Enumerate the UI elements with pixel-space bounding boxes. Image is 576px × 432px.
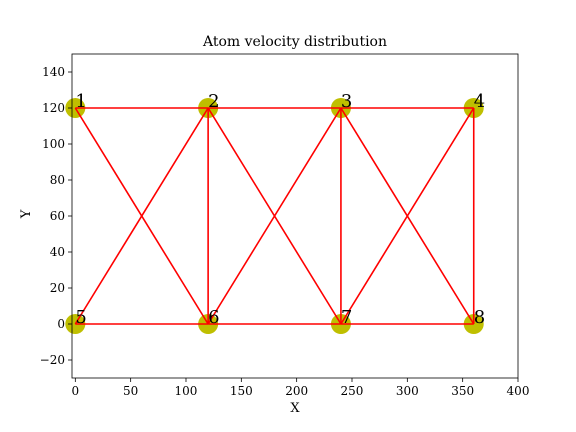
y-tick-label: 100	[42, 137, 65, 151]
x-tick-label: 300	[396, 384, 419, 398]
node-2-label: 2	[208, 91, 219, 112]
node-7-label: 7	[341, 307, 352, 328]
y-tick-label: 80	[50, 173, 65, 187]
edge-2-5	[74, 107, 209, 325]
y-tick-label: 140	[42, 65, 65, 79]
node-4-label: 4	[474, 91, 485, 112]
x-tick-label: 250	[341, 384, 364, 398]
plot-area: 1 2 3 4 5 6 7 8	[65, 91, 485, 334]
x-tick-label: 150	[230, 384, 253, 398]
y-tick-label: 120	[42, 101, 65, 115]
x-tick-label: 350	[451, 384, 474, 398]
edge-3-6	[207, 107, 342, 325]
y-tick-label: 40	[50, 245, 65, 259]
node-1-label: 1	[75, 91, 86, 112]
node-6-label: 6	[208, 307, 219, 328]
y-tick-label: −20	[40, 353, 65, 367]
y-tick-label: 20	[50, 281, 65, 295]
node-8-label: 8	[474, 307, 485, 328]
chart-title: Atom velocity distribution	[202, 34, 387, 50]
x-tick-label: 0	[71, 384, 79, 398]
y-tick-label: 60	[50, 209, 65, 223]
axes-frame	[71, 53, 519, 379]
y-tick-label: 0	[57, 317, 65, 331]
x-tick-label: 100	[175, 384, 198, 398]
x-tick-label: 200	[285, 384, 308, 398]
x-axis-label: X	[290, 401, 300, 416]
node-3-label: 3	[341, 91, 352, 112]
x-tick-label: 400	[507, 384, 530, 398]
axis-ticks: 0 50 100 150 200 250 300 350 400−200204060801001…	[40, 65, 530, 398]
edge-4-7	[340, 107, 475, 325]
x-tick-label: 50	[123, 384, 138, 398]
y-axis-label: Y	[19, 209, 34, 219]
node-5-label: 5	[75, 307, 86, 328]
